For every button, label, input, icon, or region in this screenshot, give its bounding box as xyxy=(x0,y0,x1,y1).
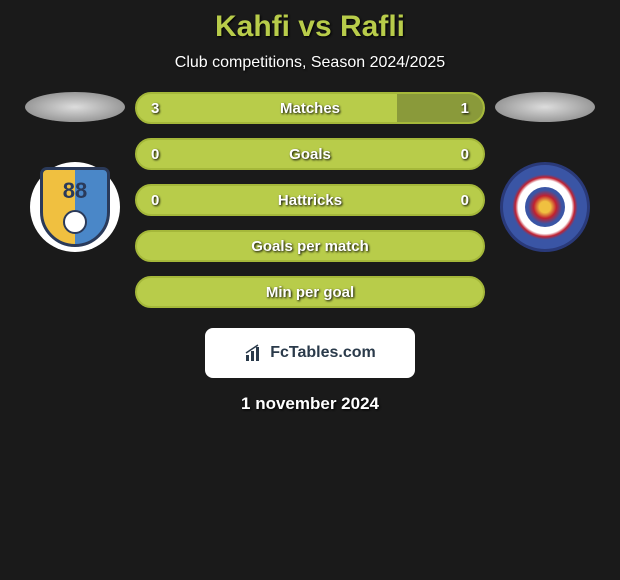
stat-label: Hattricks xyxy=(278,192,342,209)
club-badge-left: 88 xyxy=(40,167,110,247)
stat-right-value: 0 xyxy=(461,146,469,163)
stat-right-value: 1 xyxy=(461,100,469,117)
stat-left-value: 3 xyxy=(151,100,159,117)
main-area: 88 3 Matches 1 0 Goals 0 0 Hattricks 0 xyxy=(0,92,620,308)
stat-label: Min per goal xyxy=(266,284,354,301)
club-badge-number: 88 xyxy=(63,178,87,204)
watermark-text: FcTables.com xyxy=(270,344,376,362)
stat-label: Goals xyxy=(289,146,331,163)
player-silhouette-left xyxy=(25,92,125,122)
comparison-container: Kahfi vs Rafli Club competitions, Season… xyxy=(0,0,620,424)
stat-label: Goals per match xyxy=(251,238,369,255)
player-silhouette-right xyxy=(495,92,595,122)
left-player-col: 88 xyxy=(25,92,125,252)
watermark: FcTables.com xyxy=(205,328,415,378)
stat-right-fill xyxy=(397,94,484,122)
stat-left-value: 0 xyxy=(151,146,159,163)
stat-right-value: 0 xyxy=(461,192,469,209)
stat-bar-min-per-goal: Min per goal xyxy=(135,276,485,308)
stat-bar-goals: 0 Goals 0 xyxy=(135,138,485,170)
page-subtitle: Club competitions, Season 2024/2025 xyxy=(0,54,620,72)
club-badge-right xyxy=(525,187,565,227)
page-title: Kahfi vs Rafli xyxy=(0,10,620,44)
soccer-ball-icon xyxy=(63,210,87,234)
stat-label: Matches xyxy=(280,100,340,117)
club-logo-left: 88 xyxy=(30,162,120,252)
date-label: 1 november 2024 xyxy=(0,394,620,414)
stat-bar-matches: 3 Matches 1 xyxy=(135,92,485,124)
stat-bar-goals-per-match: Goals per match xyxy=(135,230,485,262)
stat-bar-hattricks: 0 Hattricks 0 xyxy=(135,184,485,216)
stats-bars: 3 Matches 1 0 Goals 0 0 Hattricks 0 Goal… xyxy=(135,92,485,308)
chart-icon xyxy=(244,343,264,363)
club-logo-right xyxy=(500,162,590,252)
right-player-col xyxy=(495,92,595,252)
stat-left-value: 0 xyxy=(151,192,159,209)
